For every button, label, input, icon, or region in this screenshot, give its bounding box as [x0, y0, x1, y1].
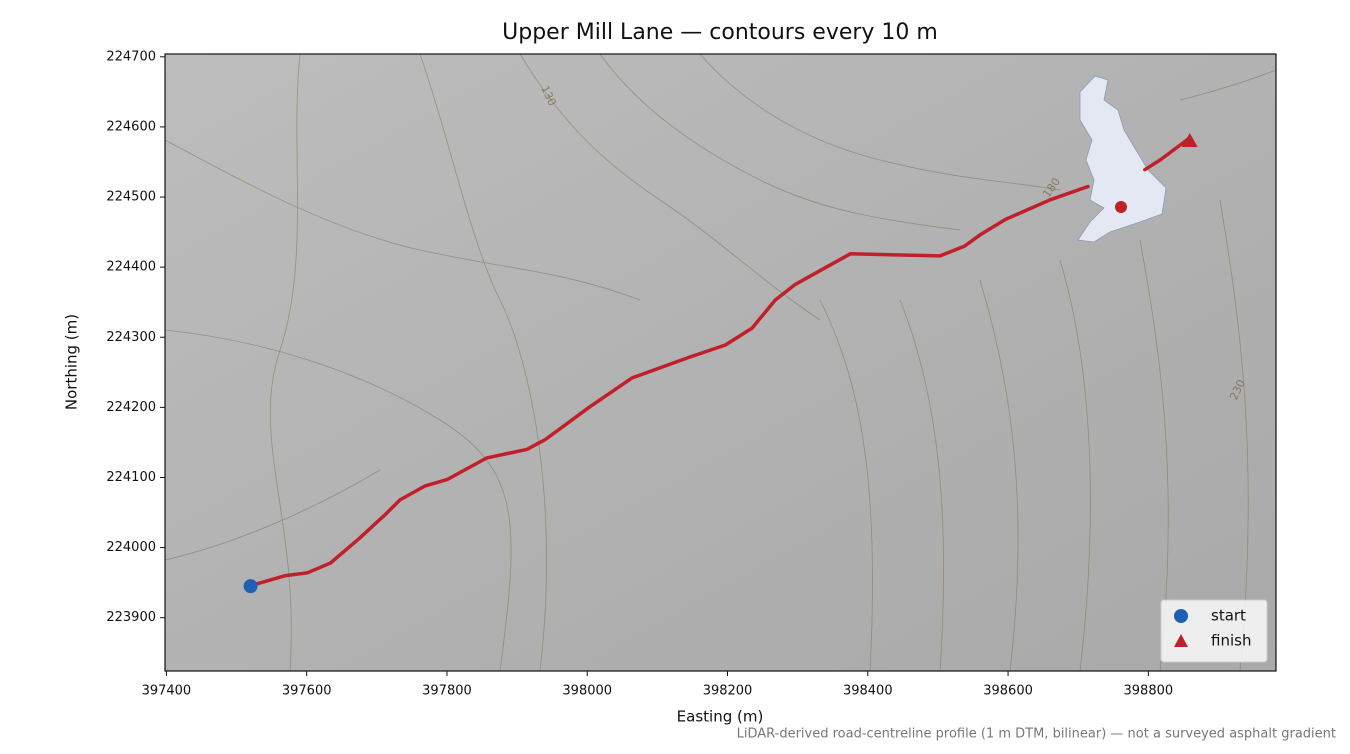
start-marker — [243, 579, 258, 594]
x-tick-label: 398400 — [843, 684, 893, 699]
contour — [419, 54, 547, 671]
legend-symbol — [1174, 609, 1188, 623]
legend-label: finish — [1211, 632, 1251, 650]
y-tick-label: 223900 — [106, 610, 156, 625]
route-line — [249, 137, 1190, 588]
plot-frame — [164, 53, 1277, 672]
x-tick-label: 397600 — [282, 684, 332, 699]
contour — [165, 469, 381, 561]
contour — [599, 54, 961, 231]
contour — [819, 299, 873, 671]
x-tick-label: 398800 — [1124, 684, 1174, 699]
y-tick-label: 224300 — [106, 330, 156, 345]
y-axis-label: Northing (m) — [63, 314, 81, 410]
contour — [165, 329, 512, 671]
inset-location — [1115, 201, 1127, 213]
y-tick-label: 224700 — [106, 49, 156, 64]
x-tick-label: 398600 — [983, 684, 1033, 699]
chart-title: Upper Mill Lane — contours every 10 m — [502, 20, 938, 45]
x-tick-label: 397800 — [422, 684, 472, 699]
x-axis-label: Easting (m) — [677, 708, 764, 726]
contour — [699, 54, 1061, 191]
footnote: LiDAR-derived road-centreline profile (1… — [737, 727, 1336, 742]
contour — [1139, 239, 1169, 671]
contour — [519, 54, 821, 321]
y-tick-label: 224100 — [106, 470, 156, 485]
y-tick-label: 224200 — [106, 400, 156, 415]
contour — [269, 54, 301, 671]
y-tick-label: 224600 — [106, 119, 156, 134]
x-tick-label: 397400 — [142, 684, 192, 699]
contour — [899, 299, 944, 671]
contour — [1219, 199, 1249, 671]
contour — [1179, 69, 1276, 101]
y-tick-label: 224000 — [106, 540, 156, 555]
y-tick-label: 224500 — [106, 190, 156, 205]
x-tick-label: 398000 — [562, 684, 612, 699]
inset-uk-map — [1077, 75, 1167, 243]
contour — [979, 279, 1019, 671]
y-tick-label: 224400 — [106, 260, 156, 275]
legend-label: start — [1211, 607, 1246, 625]
finish-marker — [1181, 132, 1198, 147]
x-tick-label: 398200 — [703, 684, 753, 699]
legend-symbol — [1174, 634, 1188, 647]
contour — [1059, 259, 1091, 671]
contour — [165, 139, 641, 301]
